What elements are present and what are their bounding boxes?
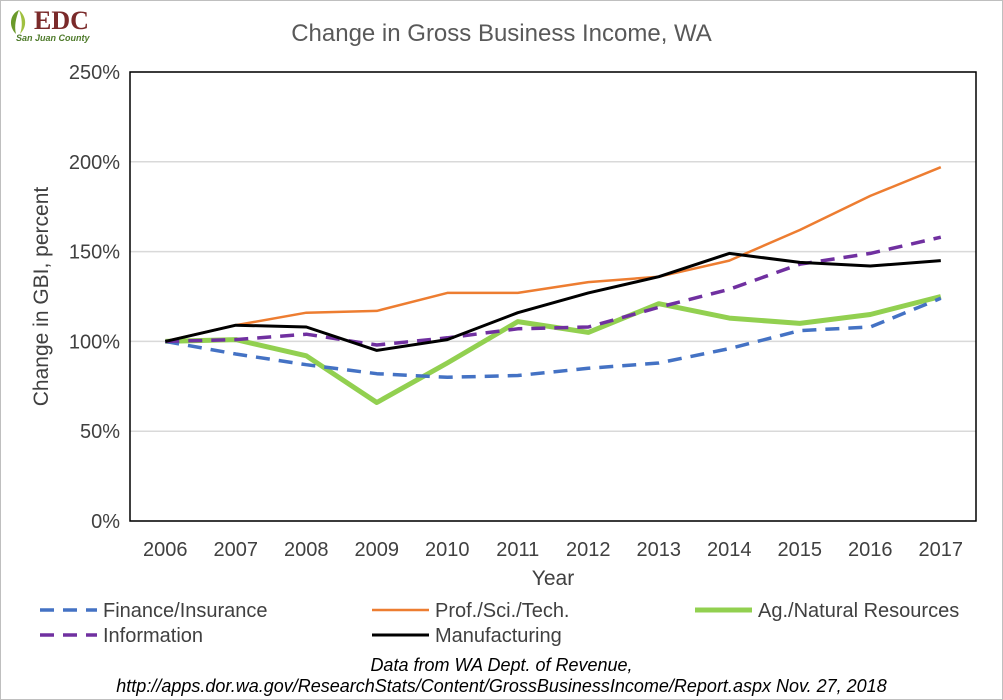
legend-label: Manufacturing [435, 625, 562, 647]
legend-label: Prof./Sci./Tech. [435, 600, 570, 622]
y-axis-ticks: 0% 50% 100% 150% 200% 250% [69, 62, 120, 533]
series-line-ag-natural-resources [165, 294, 942, 405]
gridlines [130, 71, 976, 522]
x-tick-label: 2010 [425, 539, 470, 561]
x-tick-label: 2007 [214, 539, 259, 561]
legend-label: Information [103, 625, 203, 647]
y-tick-label: 0% [91, 511, 120, 533]
x-tick-label: 2013 [637, 539, 682, 561]
plot-area-border [129, 71, 977, 522]
x-tick-label: 2017 [919, 539, 964, 561]
x-tick-label: 2014 [707, 539, 752, 561]
x-tick-label: 2011 [496, 539, 539, 561]
series-lines [164, 166, 942, 405]
x-axis-title: Year [532, 567, 574, 590]
edc-logo: EDC San Juan County [6, 6, 106, 46]
legend: Finance/Insurance Prof./Sci./Tech. Ag./Nat… [40, 600, 959, 647]
legend-label: Finance/Insurance [103, 600, 268, 622]
series-line-finance-insurance [164, 296, 942, 380]
logo-text: EDC [34, 6, 89, 35]
y-tick-label: 150% [69, 242, 120, 264]
logo-subtext: San Juan County [16, 33, 90, 43]
series-line-manufacturing [164, 251, 941, 352]
y-tick-label: 250% [69, 62, 120, 84]
source-line-1: Data from WA Dept. of Revenue, [370, 655, 633, 675]
y-tick-label: 200% [69, 152, 120, 174]
x-tick-label: 2015 [778, 539, 823, 561]
x-tick-label: 2008 [284, 539, 329, 561]
y-tick-label: 50% [80, 421, 120, 443]
y-tick-label: 100% [69, 331, 120, 353]
leaf-icon [10, 10, 26, 34]
x-tick-label: 2016 [848, 539, 893, 561]
series-line-prof-sci-tech [165, 166, 942, 343]
chart-title: Change in Gross Business Income, WA [291, 20, 712, 47]
legend-label: Ag./Natural Resources [758, 600, 959, 622]
x-tick-label: 2006 [143, 539, 188, 561]
x-axis-ticks: 2006 2007 2008 2009 2010 2011 2012 2013 2014 2015… [143, 539, 963, 561]
y-axis-title: Change in GBI, percent [30, 187, 53, 407]
x-tick-label: 2012 [566, 539, 611, 561]
source-line-2: http://apps.dor.wa.gov/ResearchStats/Con… [116, 676, 887, 696]
x-tick-label: 2009 [355, 539, 400, 561]
